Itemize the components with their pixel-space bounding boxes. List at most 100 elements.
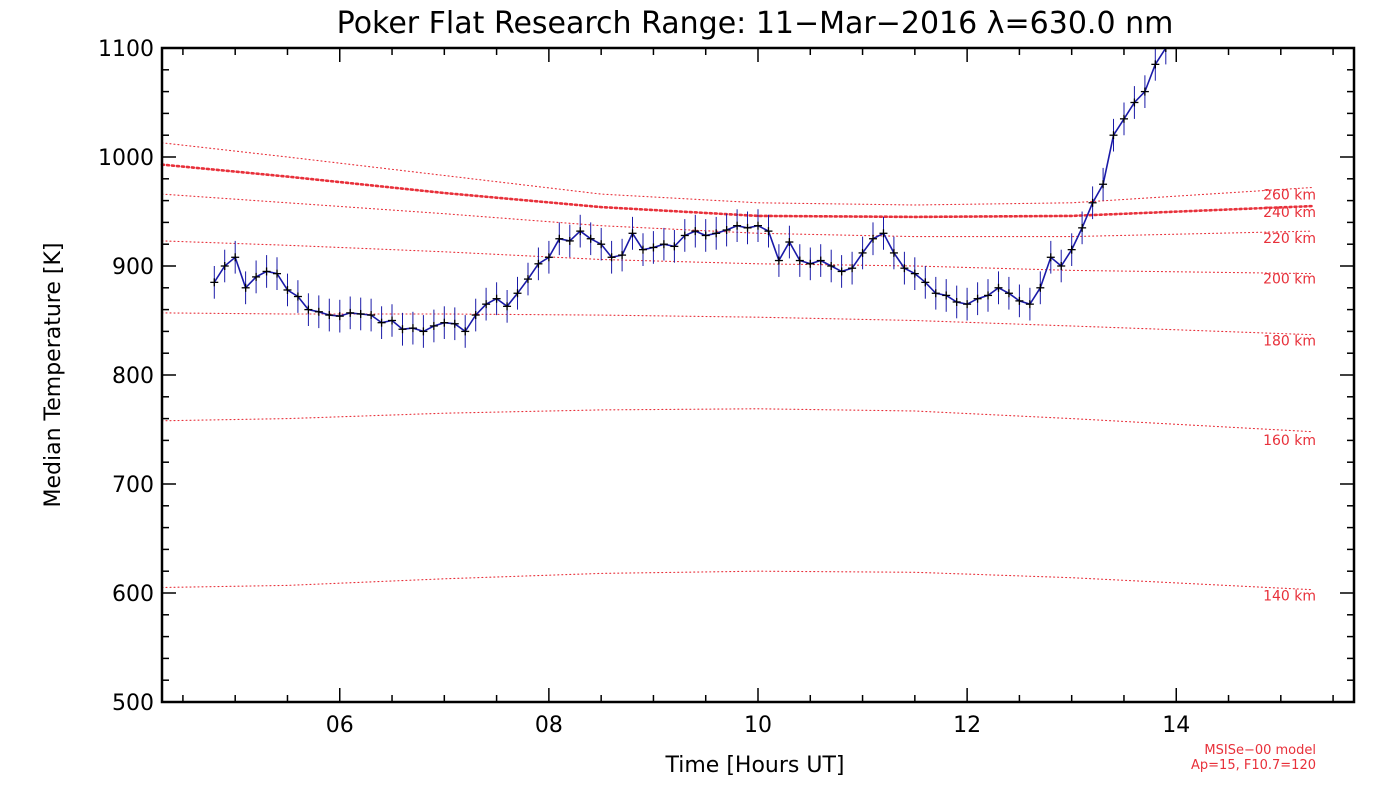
data-point xyxy=(712,229,721,238)
model-labels: 140 km 160 km 180 km 200 km 220 km 240 km260 … xyxy=(1263,188,1316,605)
data-point xyxy=(649,243,658,252)
data-point xyxy=(764,227,773,236)
data-point xyxy=(429,321,438,330)
data-point xyxy=(388,316,397,325)
data-point xyxy=(210,278,219,287)
data-point xyxy=(1119,114,1128,123)
data-point xyxy=(356,309,365,318)
data-point xyxy=(827,262,836,270)
data-point xyxy=(252,272,261,281)
model-note-line-2: Ap=15, F10.7=120 xyxy=(1191,758,1316,773)
data-point xyxy=(837,267,846,276)
model-curve-160-km xyxy=(161,408,1313,433)
data-point xyxy=(774,256,783,265)
data-point xyxy=(722,226,731,235)
y-tick-label: 1000 xyxy=(98,146,154,171)
chart-title: Poker Flat Research Range: 11−Mar−2016 λ… xyxy=(337,6,1174,41)
data-point xyxy=(325,311,334,320)
data-point xyxy=(973,294,982,303)
data-point xyxy=(931,289,940,298)
y-tick-label: 900 xyxy=(112,255,154,280)
data-point xyxy=(597,240,606,249)
data-point xyxy=(1046,253,1055,262)
data-point xyxy=(346,308,355,317)
data-point xyxy=(952,297,961,306)
data-point xyxy=(942,291,951,300)
data-point xyxy=(994,283,1003,292)
data-point xyxy=(1151,60,1160,69)
data-point xyxy=(586,234,595,243)
data-point xyxy=(785,238,794,247)
data-point xyxy=(691,227,700,236)
data-point xyxy=(1109,131,1118,140)
data-point xyxy=(701,231,710,240)
data-point xyxy=(754,221,762,230)
data-point xyxy=(565,236,574,245)
data-point xyxy=(1015,296,1024,305)
data-point xyxy=(638,245,647,254)
model-label-160-km: 160 km xyxy=(1263,433,1316,449)
data-point xyxy=(618,251,627,260)
data-point xyxy=(492,294,501,303)
data-point xyxy=(1078,223,1087,232)
model-curves xyxy=(160,142,1314,591)
x-tick-label: 14 xyxy=(1162,713,1190,738)
data-point xyxy=(293,292,302,301)
data-point xyxy=(231,253,240,262)
data-point xyxy=(482,300,491,309)
data-point xyxy=(1099,180,1108,189)
data-point xyxy=(670,242,679,251)
data-point xyxy=(283,285,292,294)
y-axis-title: Median Temperature [K] xyxy=(41,243,66,508)
model-curve-180-km xyxy=(161,312,1313,336)
y-axis-ticks: 500 600 700 800 900 1000 1100 xyxy=(98,37,1354,716)
x-tick-label: 06 xyxy=(326,713,354,738)
x-axis-title: Time [Hours UT] xyxy=(665,753,845,778)
data-point xyxy=(659,240,668,249)
data-point xyxy=(910,269,919,278)
y-tick-label: 500 xyxy=(112,691,154,716)
data-point xyxy=(503,302,512,311)
data-point xyxy=(367,311,376,320)
data-point xyxy=(1004,289,1013,298)
data-point xyxy=(555,234,564,243)
data-point xyxy=(900,264,909,273)
data-point xyxy=(1161,48,1170,52)
data-point xyxy=(733,221,742,230)
data-point xyxy=(241,283,250,292)
data-point xyxy=(377,318,386,327)
data-point xyxy=(273,269,282,278)
data-point xyxy=(461,327,470,336)
plot-frame xyxy=(160,46,1356,704)
data-point xyxy=(680,231,689,240)
data-point xyxy=(523,275,532,284)
data-point xyxy=(513,289,522,298)
data-point xyxy=(471,311,480,320)
data-point xyxy=(1067,245,1076,254)
data-point xyxy=(1130,98,1139,107)
data-point xyxy=(314,307,323,316)
model-label-240-km: 240 km xyxy=(1263,205,1316,221)
data-point xyxy=(576,227,585,236)
y-tick-label: 700 xyxy=(112,473,154,498)
data-point xyxy=(869,234,878,243)
x-tick-label: 10 xyxy=(744,713,772,738)
data-point xyxy=(262,267,271,276)
data-point xyxy=(743,223,752,232)
data-point xyxy=(1057,262,1066,270)
model-curve-240-km xyxy=(160,163,1314,219)
data-point xyxy=(963,300,972,309)
data-point xyxy=(795,256,804,265)
data-point xyxy=(304,305,313,314)
model-label-140-km: 140 km xyxy=(1263,589,1316,605)
model-curve-200-km xyxy=(161,240,1313,275)
data-point xyxy=(450,319,459,328)
data-point xyxy=(419,327,428,336)
data-point xyxy=(628,229,637,238)
model-curve-220-km xyxy=(161,193,1313,238)
observed-series xyxy=(210,48,1177,348)
data-point xyxy=(984,291,993,300)
data-point xyxy=(858,248,867,257)
data-point xyxy=(921,278,930,287)
data-point xyxy=(544,253,553,262)
